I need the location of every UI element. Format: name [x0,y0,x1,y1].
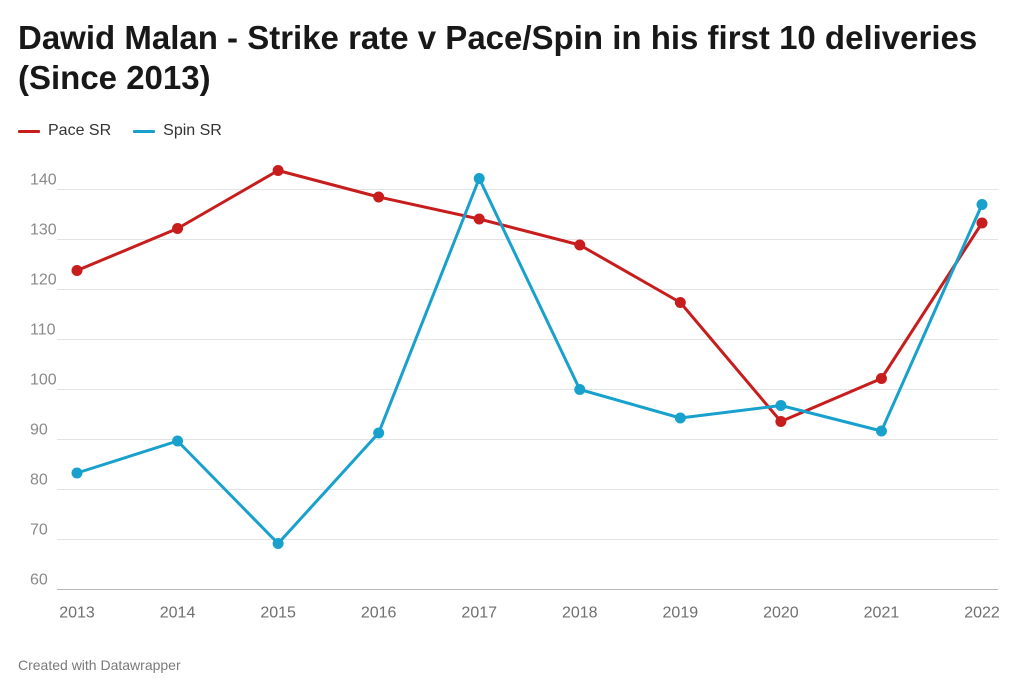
legend: Pace SR Spin SR [18,122,222,140]
data-point-spin-sr [272,538,284,549]
legend-label-spin: Spin SR [163,122,222,139]
data-point-spin-sr [875,425,887,437]
data-point-spin-sr [674,412,686,424]
data-point-spin-sr [373,427,385,439]
x-tick-label: 2021 [864,605,900,622]
data-point-pace-sr [674,297,686,308]
legend-label-pace: Pace SR [48,122,112,139]
x-tick-label: 2019 [663,605,699,622]
data-point-pace-sr [272,165,284,176]
data-point-pace-sr [71,265,83,276]
data-point-pace-sr [875,373,887,384]
data-point-pace-sr [775,416,787,427]
data-point-spin-sr [574,384,586,395]
footer-credit: Created with Datawrapper [18,657,181,673]
data-point-pace-sr [976,217,988,229]
y-tick-label: 140 [30,172,57,189]
legend-swatch-pace [18,129,40,133]
x-tick-label: 2017 [461,605,497,622]
x-tick-label: 2018 [562,605,598,622]
data-point-pace-sr [172,223,184,234]
data-point-pace-sr [373,191,385,203]
x-tick-label: 2013 [59,605,95,622]
legend-swatch-spin [133,129,156,133]
data-point-spin-sr [775,400,787,411]
data-point-spin-sr [976,199,988,210]
y-tick-label: 100 [30,372,57,389]
series-line-pace-sr [75,169,984,423]
x-tick-label: 2016 [361,605,397,622]
data-point-pace-sr [574,239,586,251]
x-tick-label: 2015 [260,605,296,622]
y-tick-label: 110 [30,322,56,339]
data-point-spin-sr [172,435,184,447]
y-tick-label: 70 [30,522,48,539]
x-tick-label: 2014 [160,605,196,622]
legend-item-spin: Spin SR [133,122,222,140]
line-chart: 60 70 80 90 100 110 120 130 140 2013 2014 2015 2016 2… [30,165,1000,622]
y-tick-label: 130 [30,222,57,239]
data-point-spin-sr [71,467,83,479]
y-tick-label: 60 [30,572,48,589]
series-line-spin-sr [75,177,984,545]
x-tick-label: 2022 [964,605,1000,622]
data-point-pace-sr [473,213,485,225]
y-tick-label: 90 [30,422,48,439]
y-tick-label: 80 [30,472,48,489]
data-point-spin-sr [473,173,485,184]
x-tick-label: 2020 [763,605,799,622]
chart-title: Dawid Malan - Strike rate v Pace/Spin in… [18,19,978,96]
y-tick-label: 120 [30,272,57,289]
legend-item-pace: Pace SR [18,122,111,140]
